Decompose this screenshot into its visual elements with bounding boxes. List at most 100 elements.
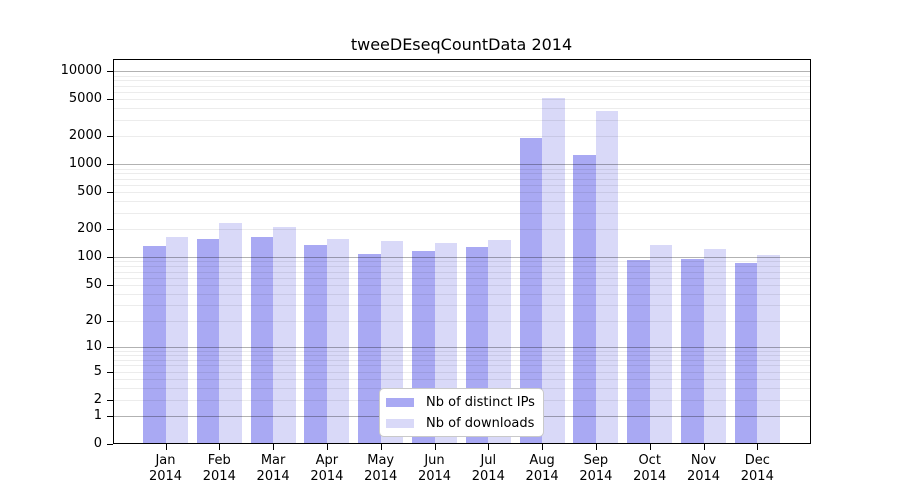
x-axis-tick bbox=[542, 444, 544, 450]
bar-sep-series0 bbox=[573, 155, 596, 444]
bar-apr-series1 bbox=[326, 238, 350, 444]
chart-title: tweeDEseqCountData 2014 bbox=[350, 35, 573, 54]
bar-mar-series1 bbox=[273, 226, 296, 444]
y-axis-tick bbox=[107, 320, 113, 322]
bar-oct-series0 bbox=[627, 259, 650, 444]
bar-mar-series0 bbox=[250, 236, 274, 444]
gridline-minor bbox=[114, 371, 810, 373]
x-label-year: 2014 bbox=[633, 469, 667, 484]
x-axis-tick bbox=[326, 444, 328, 450]
legend-swatch-distinct-ips bbox=[386, 397, 414, 407]
y-axis-tick bbox=[107, 257, 113, 259]
gridline-minor bbox=[114, 108, 810, 110]
gridline-minor bbox=[114, 359, 810, 361]
x-label-year: 2014 bbox=[310, 469, 344, 484]
x-label-month: Apr bbox=[315, 453, 339, 468]
gridline-minor bbox=[114, 378, 810, 380]
x-axis-label: Oct 2014 bbox=[620, 453, 680, 485]
y-axis-tick bbox=[107, 164, 113, 166]
gridline-minor bbox=[114, 80, 810, 82]
gridline-minor bbox=[114, 229, 810, 231]
gridline-major bbox=[114, 164, 810, 166]
x-axis-tick bbox=[595, 444, 597, 450]
y-axis-label: 0 bbox=[93, 436, 102, 451]
bar-aug-series1 bbox=[542, 98, 565, 444]
x-label-month: Oct bbox=[638, 453, 661, 468]
x-axis-label: Jan 2014 bbox=[136, 453, 196, 485]
gridline-major bbox=[114, 346, 810, 348]
gridline-minor bbox=[114, 173, 810, 175]
x-axis-label: Dec 2014 bbox=[727, 453, 787, 485]
x-axis-tick bbox=[273, 444, 275, 450]
gridline-major bbox=[114, 71, 810, 73]
x-axis-tick bbox=[165, 444, 167, 450]
bar-feb-series0 bbox=[196, 238, 220, 444]
y-axis-tick bbox=[107, 346, 113, 348]
y-axis-label: 2000 bbox=[68, 128, 102, 144]
bar-feb-series1 bbox=[219, 223, 242, 444]
x-axis-label: Jun 2014 bbox=[405, 453, 465, 485]
gridline-minor bbox=[114, 350, 810, 352]
x-label-month: Sep bbox=[583, 453, 609, 468]
x-label-year: 2014 bbox=[579, 469, 613, 484]
y-axis-label: 10 bbox=[85, 338, 102, 354]
x-label-month: Jun bbox=[424, 453, 445, 468]
y-axis-tick bbox=[107, 136, 113, 138]
x-label-month: Feb bbox=[207, 453, 231, 468]
bar-nov-series0 bbox=[681, 259, 704, 444]
gridline-minor bbox=[114, 91, 810, 93]
legend: Nb of distinct IPs Nb of downloads bbox=[379, 388, 544, 437]
x-label-month: Dec bbox=[744, 453, 770, 468]
bar-nov-series1 bbox=[703, 249, 726, 444]
y-axis-tick bbox=[107, 444, 113, 445]
y-axis-tick bbox=[107, 71, 113, 73]
x-axis-tick bbox=[703, 444, 705, 450]
x-axis-label: Apr 2014 bbox=[297, 453, 357, 485]
legend-item-downloads: Nb of downloads bbox=[386, 414, 543, 433]
gridline-minor bbox=[114, 178, 810, 180]
x-axis-tick bbox=[434, 444, 436, 450]
y-axis-label: 100 bbox=[77, 249, 102, 265]
gridline-minor bbox=[114, 293, 810, 295]
legend-swatch-downloads bbox=[386, 418, 414, 428]
gridline-major bbox=[114, 257, 810, 259]
x-axis-label: Nov 2014 bbox=[674, 453, 734, 485]
legend-label-distinct-ips: Nb of distinct IPs bbox=[426, 394, 535, 410]
bar-sep-series1 bbox=[595, 110, 619, 444]
y-axis-label: 20 bbox=[85, 312, 102, 328]
x-label-year: 2014 bbox=[256, 469, 290, 484]
x-axis-tick bbox=[488, 444, 490, 450]
gridline-minor bbox=[114, 305, 810, 306]
legend-item-distinct-ips: Nb of distinct IPs bbox=[386, 393, 543, 412]
x-label-month: Nov bbox=[690, 453, 717, 468]
bar-dec-series1 bbox=[757, 254, 780, 444]
bar-dec-series0 bbox=[734, 263, 758, 444]
x-label-year: 2014 bbox=[148, 469, 183, 484]
gridline-minor bbox=[114, 271, 810, 273]
gridline-minor bbox=[114, 355, 810, 357]
y-axis-label: 500 bbox=[77, 184, 102, 200]
x-label-year: 2014 bbox=[202, 469, 236, 484]
legend-label-downloads: Nb of downloads bbox=[426, 415, 535, 431]
gridline-minor bbox=[114, 168, 810, 170]
bar-jan-series0 bbox=[143, 246, 166, 444]
x-axis-tick bbox=[380, 444, 382, 450]
x-label-year: 2014 bbox=[740, 469, 774, 484]
y-axis-tick bbox=[107, 192, 113, 194]
x-axis-tick bbox=[649, 444, 651, 450]
x-axis-tick bbox=[757, 444, 759, 450]
y-axis-tick bbox=[107, 229, 113, 231]
x-label-year: 2014 bbox=[471, 469, 505, 484]
gridline-minor bbox=[114, 365, 810, 367]
y-axis-label: 50 bbox=[85, 276, 102, 292]
bar-jan-series1 bbox=[165, 237, 188, 444]
gridline-minor bbox=[114, 119, 810, 121]
y-axis-label: 5 bbox=[93, 363, 102, 379]
bar-apr-series0 bbox=[304, 244, 327, 444]
gridline-minor bbox=[114, 192, 810, 194]
x-label-month: Aug bbox=[529, 453, 555, 468]
y-axis-label: 1000 bbox=[68, 156, 102, 172]
y-axis-label: 200 bbox=[77, 221, 102, 237]
y-axis-label: 5000 bbox=[68, 91, 102, 107]
